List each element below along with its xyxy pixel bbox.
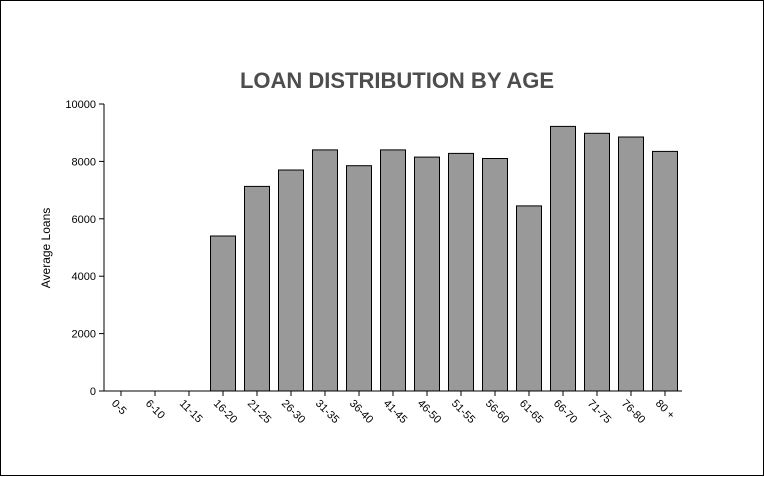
x-tick-label: 46-50 (415, 398, 443, 426)
x-tick-label: 21-25 (245, 398, 273, 426)
y-axis-label: Average Loans (39, 208, 53, 289)
chart-title: LOAN DISTRIBUTION BY AGE (240, 68, 554, 93)
y-ticks: 0 2000 4000 6000 8000 10000 (65, 99, 104, 398)
y-tick-label: 10000 (65, 99, 96, 111)
bar-66-70 (550, 125, 576, 392)
y-tick-label: 6000 (72, 214, 96, 226)
bar-26-30 (278, 169, 304, 392)
x-tick-label: 71-75 (585, 398, 613, 426)
bars (210, 125, 678, 392)
x-tick-label: 31-35 (313, 398, 341, 426)
x-tick-label: 36-40 (347, 398, 375, 426)
y-tick-label: 8000 (72, 156, 96, 168)
x-tick-label: 76-80 (619, 398, 647, 426)
x-tick-label: 51-55 (449, 398, 477, 426)
bar-16-20 (210, 235, 236, 392)
y-tick-label: 2000 (72, 329, 96, 341)
bar-80plus (652, 150, 678, 392)
bar-31-35 (312, 149, 338, 392)
bar-71-75 (584, 132, 610, 392)
x-tick-label: 56-60 (483, 398, 511, 426)
x-ticks: 0-5 6-10 11-15 16-20 21-25 26-30 31-35 36-40 41-… (109, 391, 677, 426)
y-tick-label: 0 (90, 386, 96, 398)
bar-41-45 (380, 149, 406, 392)
x-tick-label: 66-70 (551, 398, 579, 426)
x-tick-label: 41-45 (381, 398, 409, 426)
x-tick-label: 16-20 (211, 398, 239, 426)
bar-51-55 (448, 152, 474, 392)
bar-46-50 (414, 156, 440, 392)
y-tick-label: 4000 (72, 271, 96, 283)
bar-56-60 (482, 158, 508, 392)
x-tick-label: 6-10 (143, 398, 167, 422)
x-tick-label: 80 + (653, 398, 677, 422)
x-tick-label: 61-65 (517, 398, 545, 426)
bar-36-40 (346, 165, 372, 392)
x-tick-label: 0-5 (109, 398, 129, 418)
x-tick-label: 26-30 (279, 398, 307, 426)
bar-21-25 (244, 185, 270, 392)
bar-76-80 (618, 136, 644, 392)
x-tick-label: 11-15 (177, 398, 205, 426)
bar-61-65 (516, 205, 542, 392)
